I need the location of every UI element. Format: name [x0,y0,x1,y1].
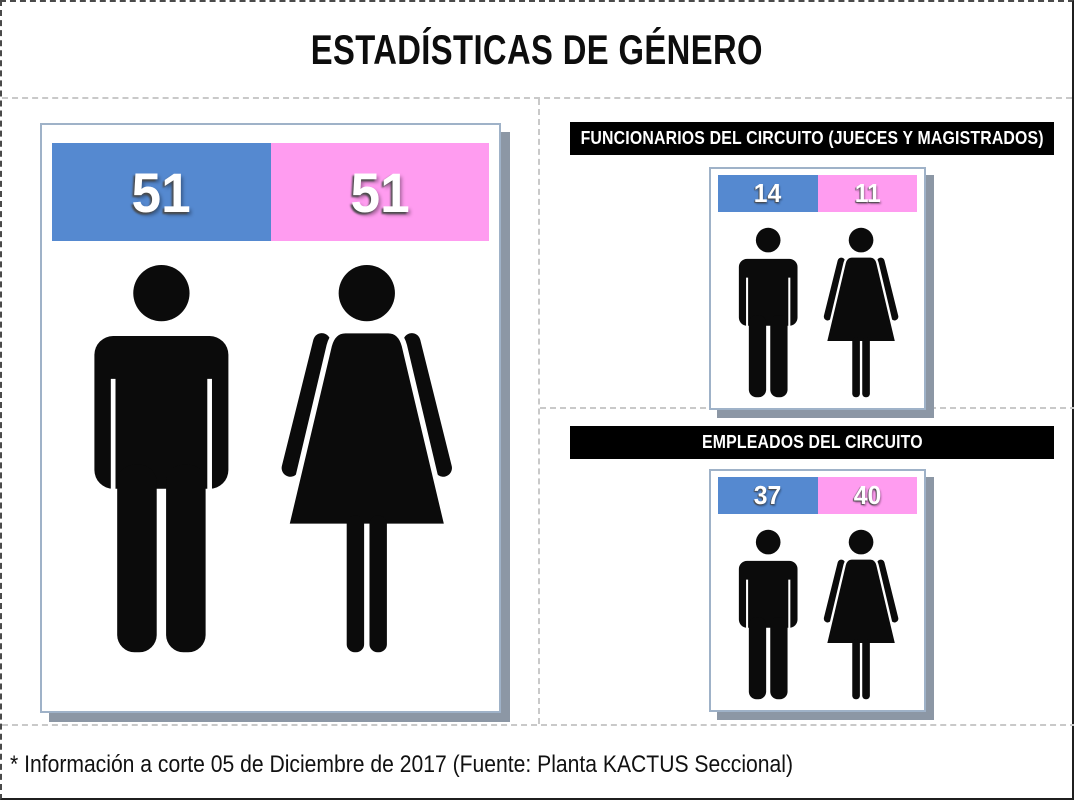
funcionarios-male-count: 14 [754,178,782,208]
total-female-bar: 51 [270,143,489,241]
empleados-male-bar: 37 [718,477,818,514]
funcionarios-female-bar: 11 [817,175,917,212]
funcionarios-male-bar: 14 [718,175,818,212]
empleados-header-label: EMPLEADOS DEL CIRCUITO [701,432,923,452]
funcionarios-female-count: 11 [854,178,881,208]
empleados-female-bar: 40 [817,477,917,514]
empleados-figures-row [717,528,918,704]
funcionarios-header: FUNCIONARIOS DEL CIRCUITO (JUECES Y MAGI… [570,122,1054,155]
funcionarios-header-label: FUNCIONARIOS DEL CIRCUITO (JUECES Y MAGI… [580,128,1044,148]
total-gender-bar: 51 51 [52,143,489,241]
empleados-bar: 37 40 [718,477,917,514]
vertical-divider [538,99,540,724]
empleados-female-count: 40 [853,480,881,510]
male-figure-icon [737,226,799,399]
total-figures-row [50,261,491,663]
page-title: ESTADÍSTICAS DE GÉNERO [310,25,764,73]
female-figure-icon [821,528,901,701]
total-male-count: 51 [131,160,191,224]
male-figure-icon [737,528,799,701]
footer-divider [2,724,1074,726]
total-female-count: 51 [350,160,410,224]
footer-note: * Información a corte 05 de Diciembre de… [10,751,794,778]
empleados-card: 37 40 [709,469,926,712]
total-gender-card: 51 51 [40,123,501,713]
empleados-male-count: 37 [754,480,782,510]
funcionarios-card: 14 11 [709,167,926,410]
funcionarios-figures-row [717,226,918,402]
female-figure-icon [273,261,461,663]
male-figure-icon [81,261,242,663]
funcionarios-bar: 14 11 [718,175,917,212]
total-male-bar: 51 [52,143,271,241]
female-figure-icon [821,226,901,399]
empleados-header: EMPLEADOS DEL CIRCUITO [570,426,1054,459]
title-section: ESTADÍSTICAS DE GÉNERO [2,2,1072,99]
